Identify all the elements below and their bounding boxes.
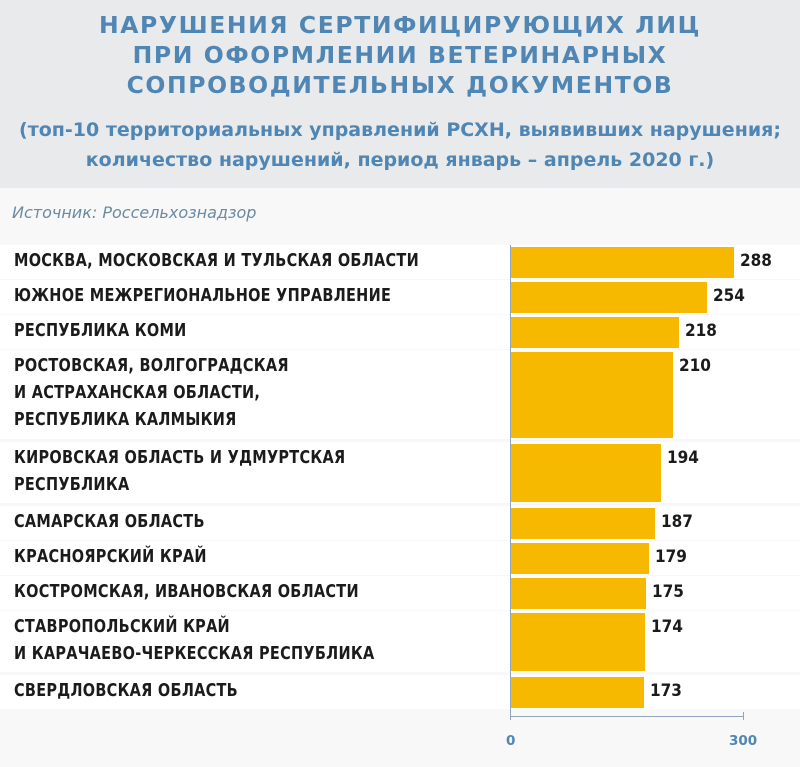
- x-tick: [743, 712, 744, 720]
- bar: [510, 444, 661, 502]
- bar: [510, 543, 649, 574]
- category-label: КОСТРОМСКАЯ, ИВАНОВСКАЯ ОБЛАСТИ: [14, 582, 359, 602]
- row-background: [0, 576, 800, 610]
- x-tick-label: 300: [729, 733, 758, 749]
- value-label: 194: [667, 448, 699, 468]
- bar: [510, 508, 655, 539]
- category-label: КРАСНОЯРСКИЙ КРАЙ: [14, 547, 207, 567]
- bar: [510, 613, 645, 671]
- chart-title: НАРУШЕНИЯ СЕРТИФИЦИРУЮЩИХ ЛИЦ ПРИ ОФОРМЛ…: [0, 10, 800, 100]
- row-background: [0, 675, 800, 709]
- chart-subtitle: (топ-10 территориальных управлений РСХН,…: [0, 115, 800, 175]
- value-label: 254: [713, 286, 745, 306]
- value-label: 218: [685, 321, 717, 341]
- title-line-3: СОПРОВОДИТЕЛЬНЫХ ДОКУМЕНТОВ: [126, 71, 674, 99]
- x-axis-line: [510, 716, 744, 717]
- category-label: СВЕРДЛОВСКАЯ ОБЛАСТЬ: [14, 681, 238, 701]
- x-tick: [510, 712, 511, 720]
- subtitle-line-1: (топ-10 территориальных управлений РСХН,…: [19, 119, 781, 141]
- value-label: 174: [651, 617, 683, 637]
- title-line-2: ПРИ ОФОРМЛЕНИИ ВЕТЕРИНАРНЫХ: [132, 41, 668, 69]
- value-label: 187: [661, 512, 693, 532]
- subtitle-line-2: количество нарушений, период январь – ап…: [85, 149, 715, 171]
- bar: [510, 317, 679, 348]
- bar: [510, 578, 646, 609]
- category-label: РЕСПУБЛИКА КОМИ: [14, 321, 187, 341]
- row-background: [0, 541, 800, 575]
- value-label: 175: [652, 582, 684, 602]
- bar: [510, 677, 644, 708]
- value-label: 210: [679, 356, 711, 376]
- row-background: [0, 442, 800, 503]
- bar: [510, 352, 673, 438]
- category-label: КИРОВСКАЯ ОБЛАСТЬ И УДМУРТСКАЯ РЕСПУБЛИК…: [14, 448, 346, 495]
- title-line-1: НАРУШЕНИЯ СЕРТИФИЦИРУЮЩИХ ЛИЦ: [99, 11, 701, 39]
- y-axis-line: [510, 245, 511, 716]
- category-label: МОСКВА, МОСКОВСКАЯ И ТУЛЬСКАЯ ОБЛАСТИ: [14, 251, 419, 271]
- category-label: РОСТОВСКАЯ, ВОЛГОГРАДСКАЯ И АСТРАХАНСКАЯ…: [14, 356, 289, 430]
- value-label: 288: [740, 251, 772, 271]
- bar: [510, 282, 707, 313]
- value-label: 173: [650, 681, 682, 701]
- row-background: [0, 506, 800, 540]
- category-label: ЮЖНОЕ МЕЖРЕГИОНАЛЬНОЕ УПРАВЛЕНИЕ: [14, 286, 392, 306]
- category-label: СТАВРОПОЛЬСКИЙ КРАЙ И КАРАЧАЕВО-ЧЕРКЕССК…: [14, 617, 375, 664]
- category-label: САМАРСКАЯ ОБЛАСТЬ: [14, 512, 205, 532]
- source-note: Источник: Россельхознадзор: [12, 203, 257, 222]
- chart-header: НАРУШЕНИЯ СЕРТИФИЦИРУЮЩИХ ЛИЦ ПРИ ОФОРМЛ…: [0, 0, 800, 188]
- value-label: 179: [655, 547, 687, 567]
- x-tick-label: 0: [506, 733, 516, 749]
- row-background: [0, 611, 800, 672]
- bar: [510, 247, 734, 278]
